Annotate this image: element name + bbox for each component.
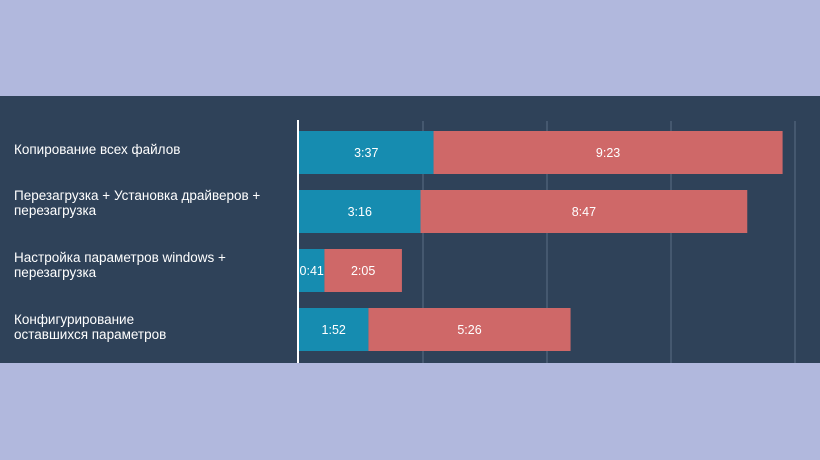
category-label-line: Копирование всех файлов xyxy=(14,142,181,157)
bar-value-label-4-2: 5:26 xyxy=(457,323,481,337)
category-label-3: Настройка параметров windows + перезагруз… xyxy=(14,250,294,280)
bar-segment-1-1 xyxy=(299,131,434,174)
category-label-line: Конфигурирование xyxy=(14,312,135,327)
bar-segment-3-2 xyxy=(324,249,402,292)
bar-value-label-3-1: 0:41 xyxy=(300,264,324,278)
category-label-4: Конфигурирование оставшихся параметров xyxy=(14,312,294,342)
bar-segment-2-1 xyxy=(299,190,421,233)
bar-value-label-2-1: 3:16 xyxy=(348,205,372,219)
bar-value-label-4-1: 1:52 xyxy=(322,323,346,337)
stacked-bar-chart: 3:37 9:23 3:16 8:47 0:41 2:05 1:52 5:26 xyxy=(297,120,796,363)
category-label-1: Копирование всех файлов xyxy=(14,142,294,157)
bar-value-label-2-2: 8:47 xyxy=(572,205,596,219)
bar-segment-1-2 xyxy=(433,131,783,174)
category-label-line: Перезагрузка + Установка драйверов + xyxy=(14,188,261,203)
category-label-line: перезагрузка xyxy=(14,265,97,280)
category-label-line: Настройка параметров windows + xyxy=(14,250,226,265)
bar-value-label-1-2: 9:23 xyxy=(596,146,620,160)
bar-segment-3-1 xyxy=(299,249,325,292)
bar-segment-2-2 xyxy=(420,190,748,233)
chart-panel: Копирование всех файлов Перезагрузка + Ус… xyxy=(0,96,820,363)
bar-segment-4-1 xyxy=(299,308,369,351)
bar-value-label-3-2: 2:05 xyxy=(351,264,375,278)
category-label-line: оставшихся параметров xyxy=(14,327,167,342)
category-label-line: перезагрузка xyxy=(14,203,97,218)
bar-segment-4-2 xyxy=(368,308,571,351)
category-label-2: Перезагрузка + Установка драйверов + пере… xyxy=(14,188,294,218)
bar-value-label-1-1: 3:37 xyxy=(354,146,378,160)
bars: 3:37 9:23 3:16 8:47 0:41 2:05 1:52 5:26 xyxy=(299,131,783,351)
